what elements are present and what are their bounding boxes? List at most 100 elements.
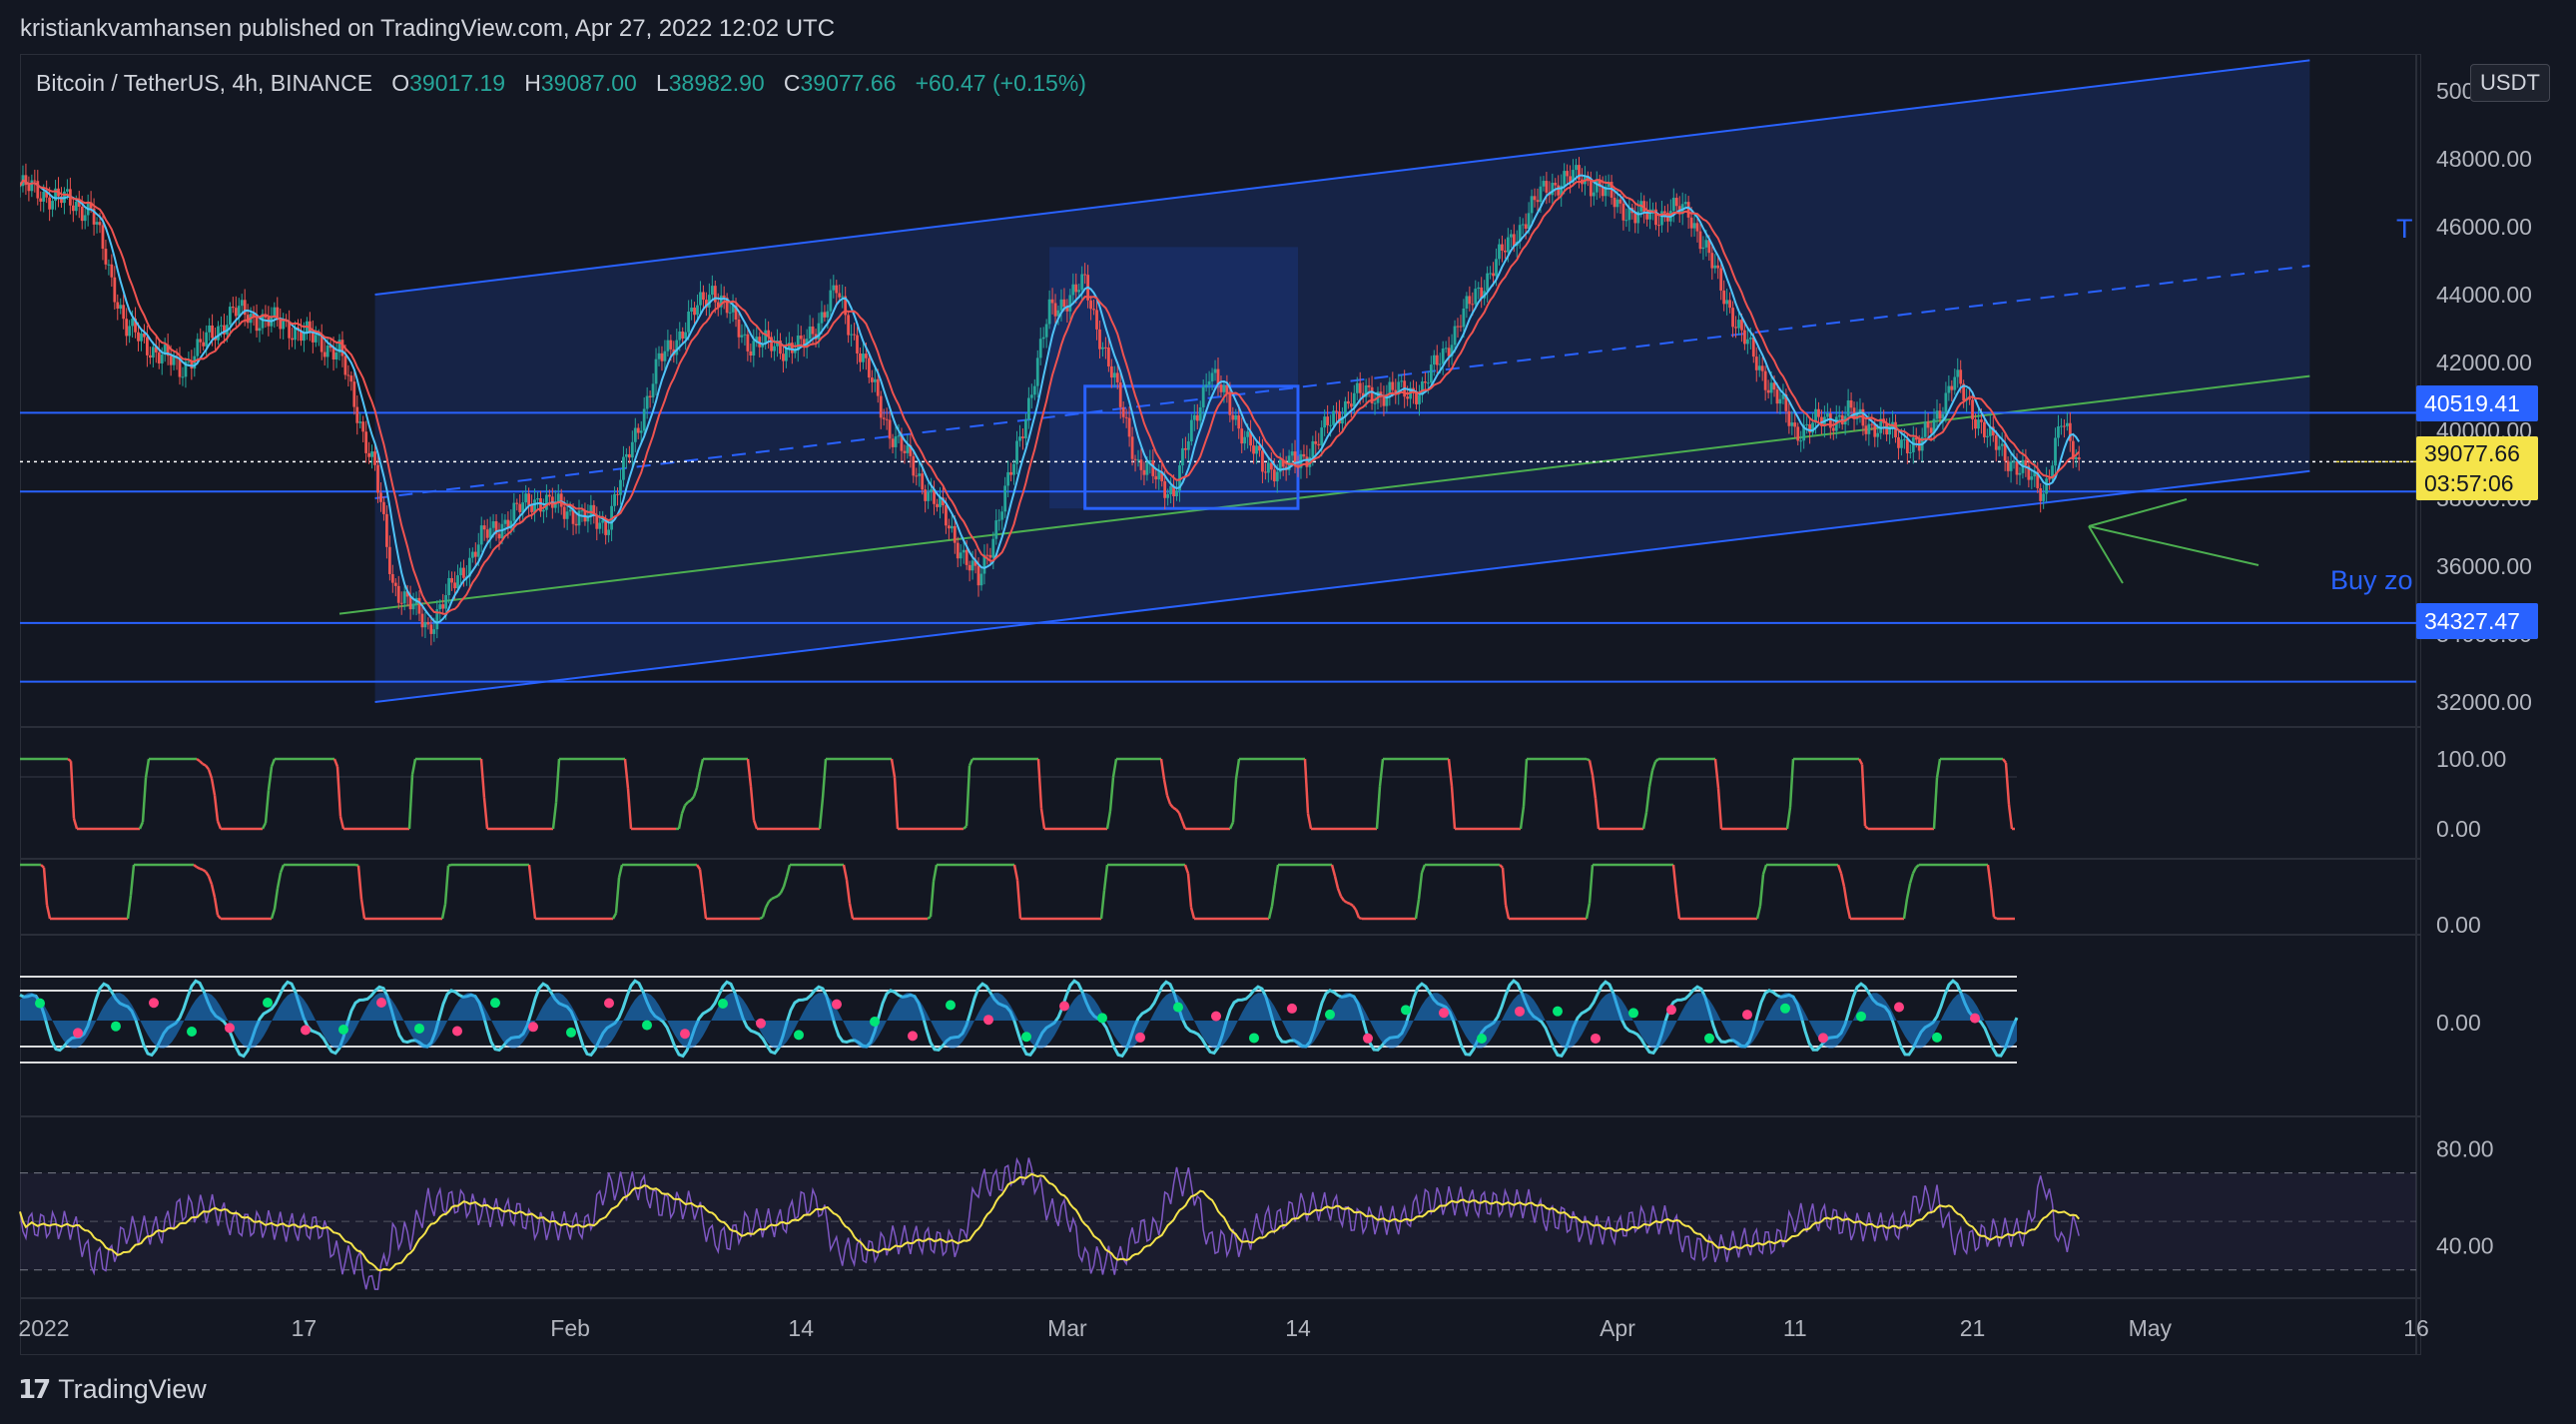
osc1-line-segment bbox=[199, 760, 204, 765]
chart-frame[interactable] bbox=[20, 54, 2421, 1355]
bar-countdown: 03:57:06 bbox=[2424, 470, 2514, 496]
candle-body bbox=[1636, 211, 1640, 224]
wave-signal-dot bbox=[604, 998, 614, 1009]
candle-body bbox=[51, 201, 54, 210]
candle-body bbox=[527, 493, 531, 505]
wave-signal-dot bbox=[983, 1015, 993, 1026]
candle-body bbox=[187, 360, 191, 362]
candle-body bbox=[1335, 410, 1338, 412]
candle-body bbox=[27, 185, 31, 192]
tradingview-wordmark: TradingView bbox=[58, 1374, 207, 1404]
candle-body bbox=[1935, 410, 1939, 419]
channel-bottom-line bbox=[374, 469, 2310, 703]
candle-body bbox=[1657, 225, 1660, 227]
candle-body bbox=[1115, 372, 1119, 382]
candle-body bbox=[799, 336, 803, 340]
candle-body bbox=[1607, 182, 1610, 187]
candle-body bbox=[125, 319, 129, 337]
oscillator-pane-1 bbox=[20, 757, 2017, 831]
wave-signal-dot bbox=[414, 1023, 424, 1034]
candle-body bbox=[847, 315, 851, 336]
candle-body bbox=[1950, 385, 1954, 390]
osc2-line-segment bbox=[40, 864, 45, 869]
channel-annotation[interactable]: T bbox=[2396, 214, 2413, 244]
candle-body bbox=[574, 523, 578, 526]
candle-body bbox=[373, 451, 376, 465]
candle-body bbox=[163, 345, 167, 356]
candle-body bbox=[1903, 438, 1906, 440]
candle-body bbox=[746, 334, 750, 352]
candle-body bbox=[1926, 421, 1930, 428]
candle-body bbox=[648, 395, 652, 397]
candle-body bbox=[1121, 406, 1125, 417]
osc2-line-segment bbox=[845, 879, 852, 904]
candle-body bbox=[1255, 445, 1258, 454]
candle-body bbox=[1509, 234, 1513, 238]
osc1-line-segment bbox=[205, 764, 210, 771]
osc2-line-segment bbox=[1902, 898, 1909, 920]
candle-body bbox=[1459, 326, 1463, 328]
candle-body bbox=[755, 337, 759, 342]
currency-button[interactable]: USDT bbox=[2470, 64, 2550, 102]
candle-body bbox=[547, 494, 551, 497]
candle-body bbox=[2051, 465, 2054, 479]
candle-body bbox=[128, 326, 132, 337]
candle-body bbox=[1615, 199, 1619, 208]
osc2-line-segment bbox=[1339, 895, 1346, 902]
candle-body bbox=[752, 341, 756, 356]
tradingview-brand[interactable]: 17 TradingView bbox=[18, 1374, 207, 1405]
candle-body bbox=[2068, 422, 2072, 441]
candle-body bbox=[143, 333, 146, 338]
candle-body bbox=[669, 340, 673, 350]
osc1-line-segment bbox=[551, 802, 558, 830]
osc1-line-segment bbox=[1162, 779, 1169, 796]
candle-body bbox=[435, 609, 439, 630]
osc2-line-segment bbox=[1336, 888, 1343, 898]
osc1-line-segment bbox=[1105, 810, 1112, 830]
osc2-line-segment bbox=[1358, 916, 1363, 921]
candle-body bbox=[429, 624, 433, 634]
candle-body bbox=[1133, 458, 1137, 460]
candle-body bbox=[687, 312, 691, 333]
osc1-line-segment bbox=[1303, 758, 1310, 814]
candle-body bbox=[343, 356, 347, 375]
candle-body bbox=[1264, 471, 1267, 473]
osc2-line-segment bbox=[1585, 902, 1592, 920]
candle-body bbox=[970, 560, 974, 571]
candle-body bbox=[1026, 397, 1030, 420]
publisher-line: kristiankvamhansen published on TradingV… bbox=[20, 15, 836, 42]
upper-level-tag: 40519.41 bbox=[2416, 385, 2538, 421]
candle-body bbox=[33, 180, 37, 182]
candle-body bbox=[258, 328, 262, 332]
candle-body bbox=[956, 542, 960, 559]
candle-body bbox=[707, 295, 711, 308]
candle-body bbox=[1980, 419, 1983, 422]
candle-body bbox=[947, 525, 951, 529]
wave-signal-dot bbox=[1059, 1001, 1069, 1012]
price-tick: 36000.00 bbox=[2436, 553, 2532, 579]
buy-zone-annotation[interactable]: Buy zo bbox=[2330, 565, 2413, 595]
candle-body bbox=[1598, 180, 1602, 187]
candle-body bbox=[897, 435, 901, 437]
candle-body bbox=[1228, 392, 1232, 415]
osc1-line-segment bbox=[1785, 807, 1792, 830]
candle-body bbox=[1751, 337, 1755, 357]
candle-body bbox=[770, 337, 773, 352]
candle-body bbox=[1074, 284, 1078, 293]
osc2-line-segment bbox=[1333, 875, 1340, 889]
candle-body bbox=[503, 519, 507, 524]
osc2-line-segment bbox=[842, 864, 849, 881]
candle-body bbox=[479, 525, 483, 545]
candle-body bbox=[1435, 355, 1439, 365]
candle-body bbox=[1112, 372, 1116, 378]
candle-body bbox=[1332, 410, 1335, 425]
candle-body bbox=[214, 338, 217, 341]
candle-body bbox=[1592, 192, 1596, 197]
osc1-line-segment bbox=[482, 797, 489, 830]
candle-body bbox=[1204, 384, 1208, 387]
candle-body bbox=[382, 501, 385, 514]
candle-body bbox=[740, 335, 744, 338]
candle-body bbox=[950, 525, 954, 529]
candle-body bbox=[376, 464, 379, 493]
